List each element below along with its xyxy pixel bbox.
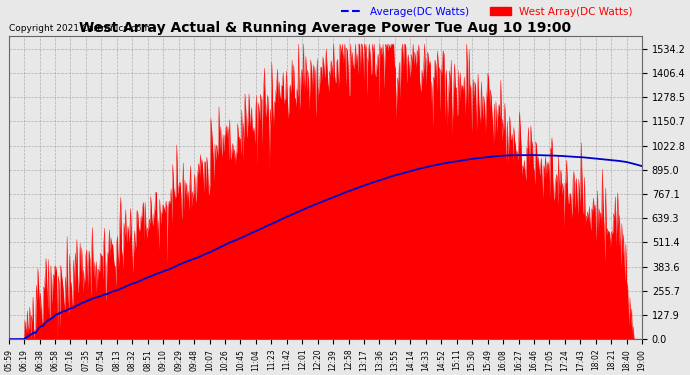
Text: Copyright 2021 Cartronics.com: Copyright 2021 Cartronics.com (9, 24, 150, 33)
Title: West Array Actual & Running Average Power Tue Aug 10 19:00: West Array Actual & Running Average Powe… (79, 21, 571, 35)
Legend: Average(DC Watts), West Array(DC Watts): Average(DC Watts), West Array(DC Watts) (337, 2, 637, 21)
